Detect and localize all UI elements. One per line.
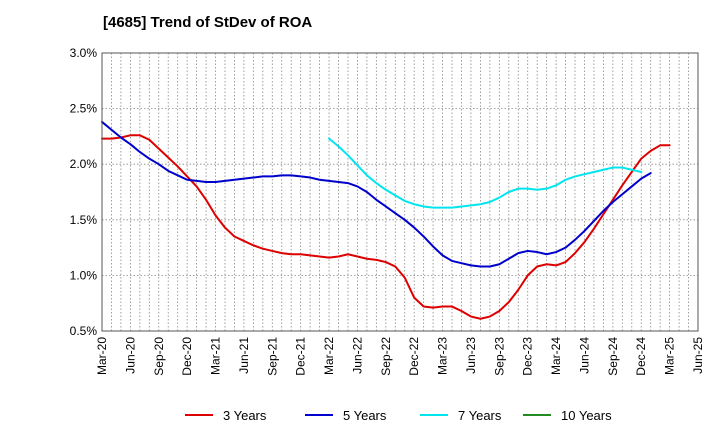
- x-tick-label: Dec-21: [294, 337, 308, 376]
- x-tick-label: Jun-22: [350, 337, 364, 374]
- x-tick-label: Mar-22: [322, 337, 336, 375]
- legend-item-10-years: 10 Years: [523, 406, 612, 424]
- x-tick-label: Jun-23: [464, 337, 478, 374]
- x-tick-label: Sep-23: [492, 337, 506, 376]
- series-line-3-years: [101, 134, 671, 320]
- x-tick-label: Sep-20: [152, 337, 166, 376]
- legend-swatch: [185, 414, 213, 416]
- x-tick-label: Dec-24: [634, 337, 648, 376]
- legend-label: 3 Years: [223, 407, 267, 423]
- plot-border: [101, 52, 699, 332]
- x-tick-label: Jun-25: [691, 337, 705, 374]
- x-tick-label: Jun-20: [123, 337, 137, 374]
- legend: 3 Years 5 Years 7 Years 10 Years: [0, 400, 720, 430]
- y-tick-label: 0.5%: [70, 324, 98, 338]
- y-tick-label: 1.0%: [70, 268, 98, 282]
- legend-item-3-years: 3 Years: [185, 406, 266, 424]
- x-tick-label: Mar-24: [549, 337, 563, 375]
- x-tick-label: Sep-24: [606, 337, 620, 376]
- legend-swatch: [305, 414, 333, 416]
- x-tick-label: Sep-22: [379, 337, 393, 376]
- legend-label: 10 Years: [561, 407, 612, 423]
- plot-frame: [101, 52, 699, 332]
- x-tick-label: Mar-23: [436, 337, 450, 375]
- x-tick-label: Dec-22: [407, 337, 421, 376]
- legend-label: 7 Years: [458, 407, 502, 423]
- x-tick-label: Jun-24: [577, 337, 591, 374]
- y-tick-label: 2.0%: [70, 157, 98, 171]
- legend-item-7-years: 7 Years: [420, 406, 501, 424]
- legend-swatch: [523, 414, 551, 416]
- x-axis-ticks: Mar-20 Jun-20 Sep-20 Dec-20 Mar-21 Jun-21 Sep-…: [95, 337, 705, 376]
- x-tick-label: Mar-20: [95, 337, 109, 375]
- series-lines: [101, 120, 671, 320]
- x-tick-label: Sep-21: [265, 337, 279, 376]
- chart-title: [4685] Trend of StDev of ROA: [103, 14, 313, 31]
- legend-label: 5 Years: [343, 407, 387, 423]
- y-tick-label: 3.0%: [70, 46, 98, 60]
- series-line-5-years: [101, 120, 652, 268]
- y-axis-ticks: 0.5% 1.0% 1.5% 2.0% 2.5% 3.0%: [70, 46, 98, 338]
- x-tick-label: Mar-21: [209, 337, 223, 375]
- x-tick-label: Dec-20: [180, 337, 194, 376]
- legend-item-5-years: 5 Years: [305, 406, 386, 424]
- y-tick-label: 1.5%: [70, 213, 98, 227]
- x-tick-label: Jun-21: [237, 337, 251, 374]
- x-tick-label: Dec-23: [521, 337, 535, 376]
- x-tick-label: Mar-25: [663, 337, 677, 375]
- y-tick-label: 2.5%: [70, 102, 98, 116]
- legend-swatch: [420, 414, 448, 416]
- series-line-7-years: [328, 137, 643, 209]
- grid: [102, 53, 698, 331]
